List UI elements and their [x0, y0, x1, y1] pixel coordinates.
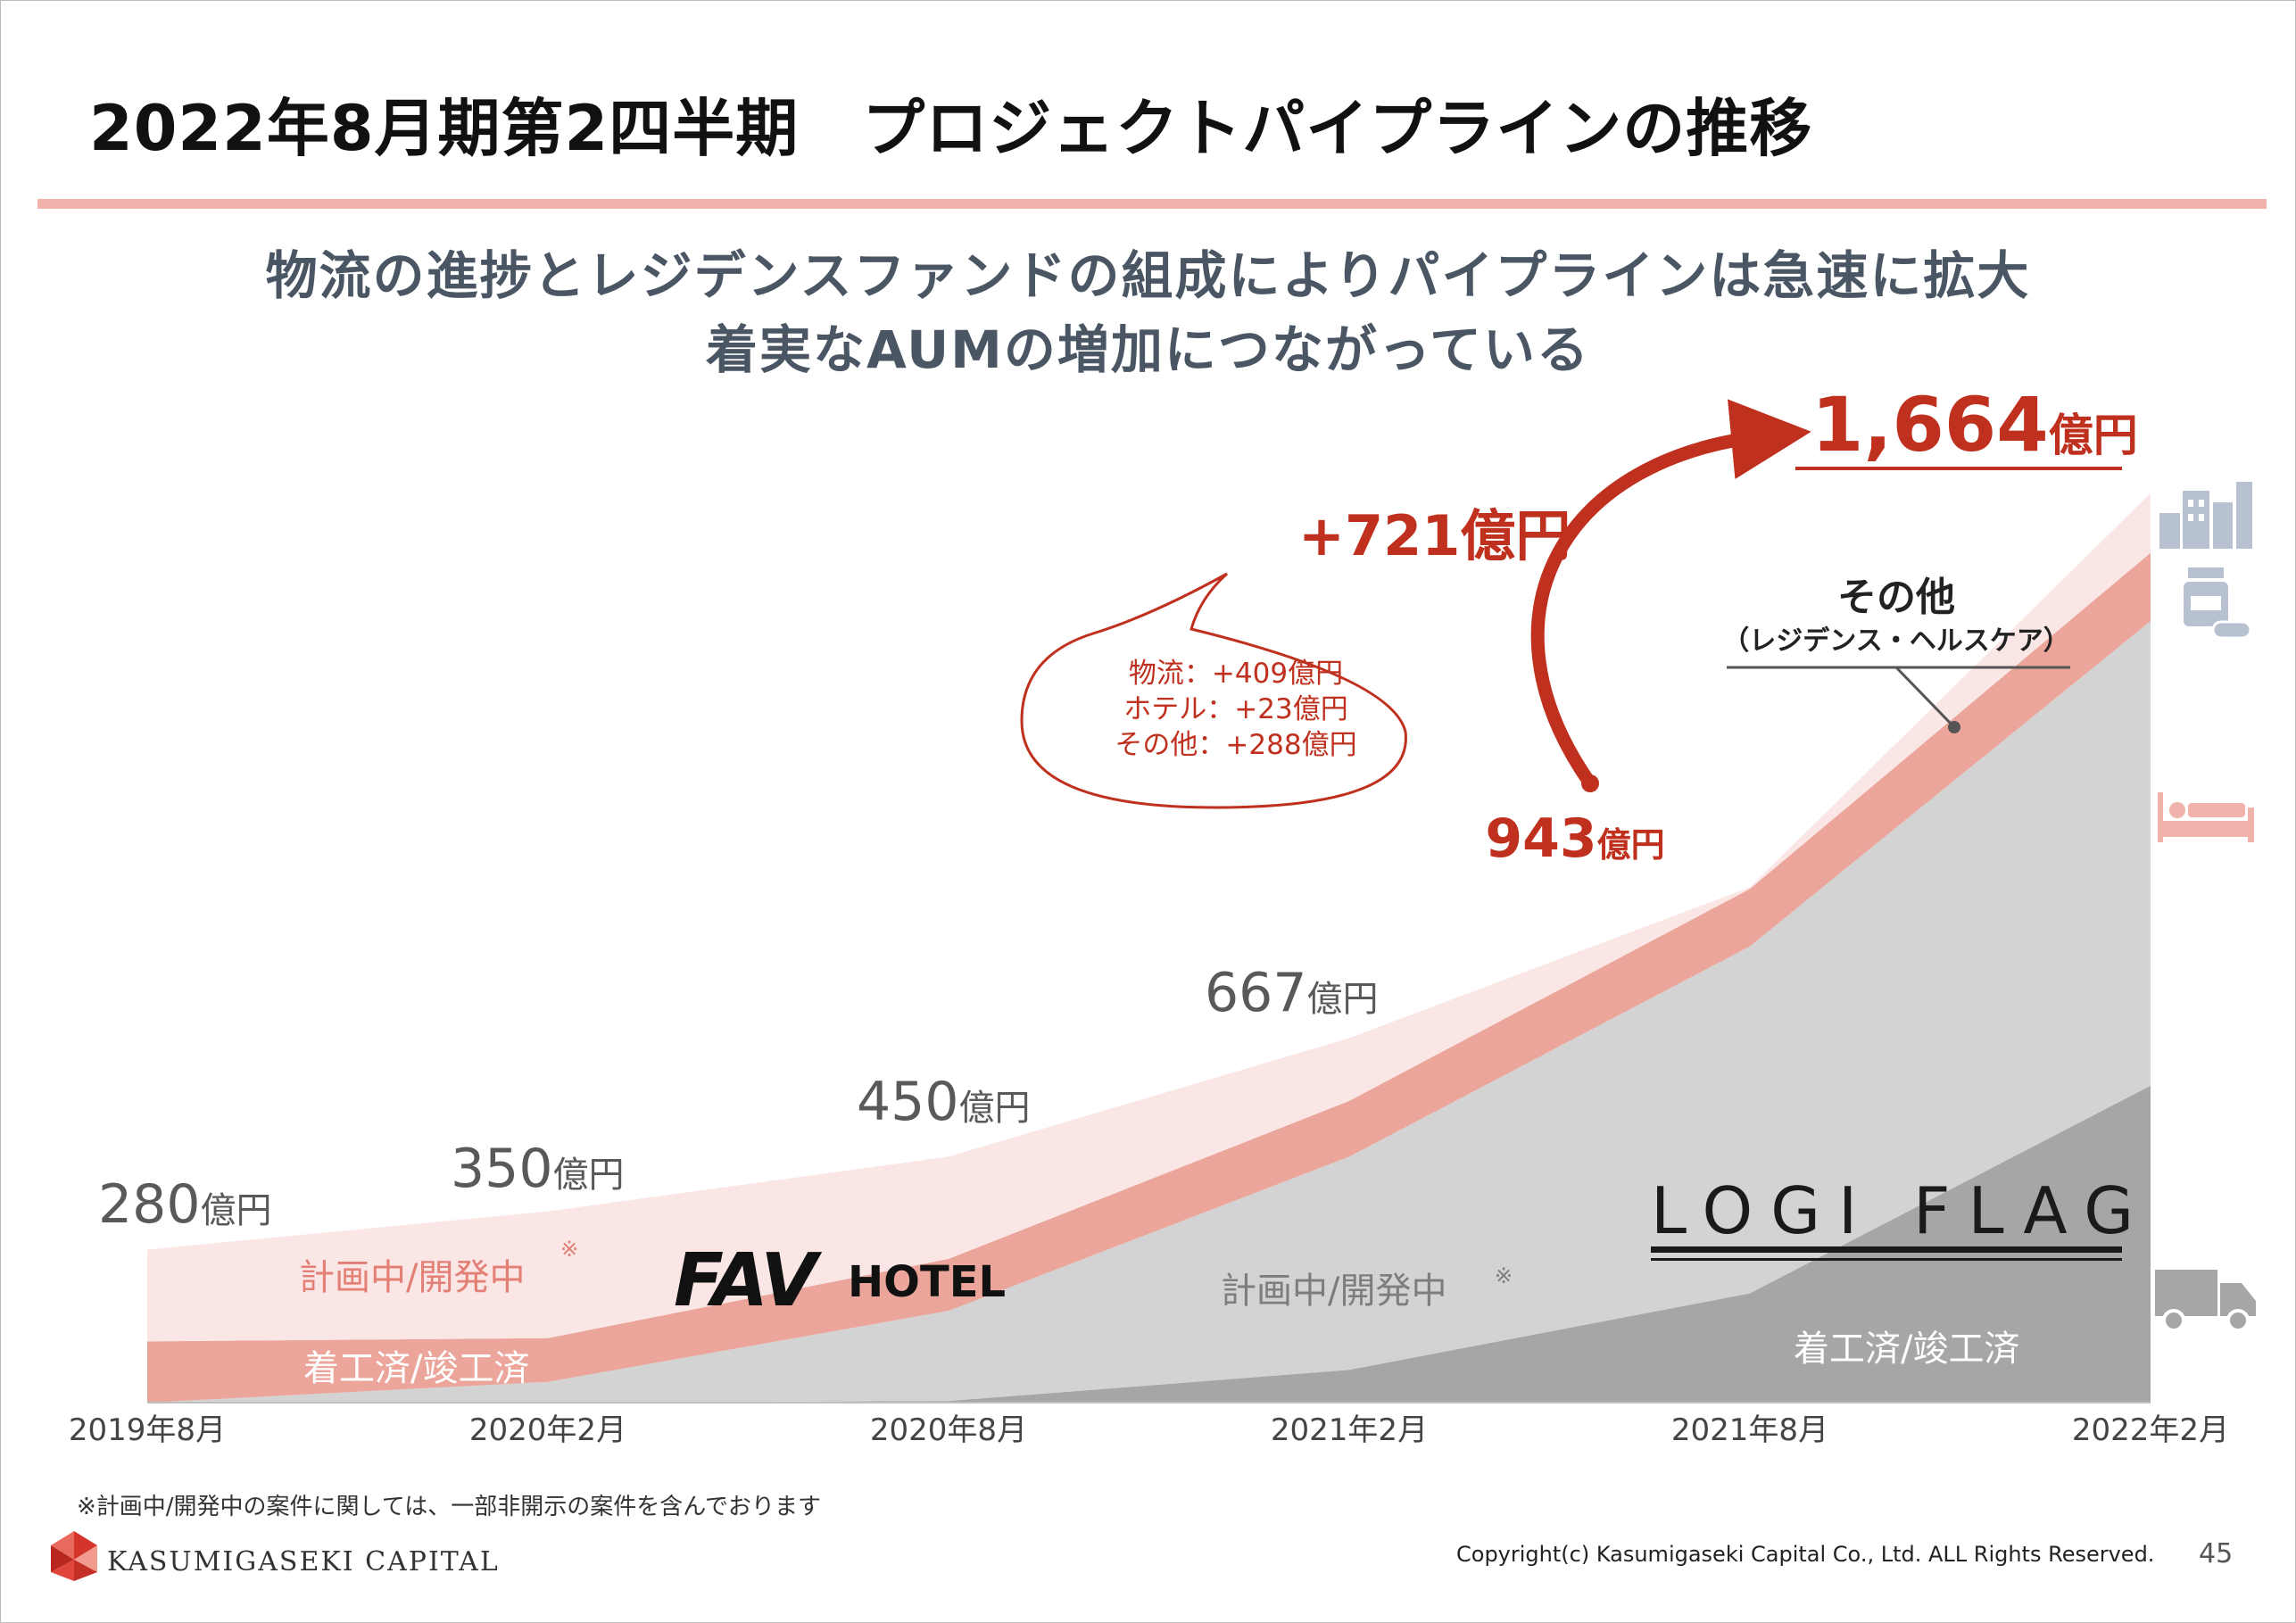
- x-tick-label: 2019年8月: [69, 1412, 226, 1448]
- slide-title: 2022年8月期第2四半期 プロジェクトパイプラインの推移: [89, 92, 1813, 165]
- logi-flag-rule-thin: [1651, 1258, 2122, 1261]
- breakdown-bubble: [1020, 572, 1407, 809]
- fav-hotel-logo: FAV HOTEL: [674, 1238, 1006, 1323]
- title-rule: [37, 199, 2267, 209]
- logistics-planned-note-mark: ※: [1495, 1263, 1513, 1288]
- pill-bottle-icon: [2184, 567, 2252, 640]
- fav-logo-text: FAV: [674, 1238, 822, 1323]
- growth-start-total: 943億円: [1485, 807, 1664, 870]
- x-tick-label: 2021年8月: [1671, 1412, 1828, 1448]
- logistics-completed-label: 着工済/竣工済: [1794, 1329, 2019, 1370]
- growth-arrow: [1530, 399, 1811, 791]
- breakdown-line: ホテル：+23億円: [1123, 693, 1347, 725]
- other-callout-dot: [1948, 721, 1960, 733]
- area-logistics-lower: [147, 1085, 2151, 1403]
- hotel-completed-label: 着工済/竣工済: [303, 1348, 529, 1389]
- x-tick-label: 2021年2月: [1271, 1412, 1428, 1448]
- bed-icon: [2158, 792, 2254, 842]
- buildings-icon: [2159, 482, 2252, 549]
- logi-flag-rule-thick: [1651, 1246, 2122, 1253]
- copyright: Copyright(c) Kasumigaseki Capital Co., L…: [1456, 1542, 2155, 1567]
- breakdown-line: その他：+288億円: [1115, 729, 1356, 761]
- area-hotel-upper: [147, 551, 2151, 1342]
- total-label: 280億円: [98, 1173, 272, 1236]
- growth-arrow-origin: [1581, 774, 1599, 792]
- logistics-planned-label: 計画中/開発中: [1221, 1271, 1446, 1312]
- total-label: 450億円: [857, 1071, 1031, 1133]
- total-labels: 280億円 350億円 450億円 667億円: [98, 962, 1379, 1236]
- truck-icon: [2155, 1270, 2256, 1332]
- x-tick-label: 2020年8月: [870, 1412, 1027, 1448]
- area-series-group: [147, 493, 2151, 1403]
- hotel-planned-label: 計画中/開発中: [299, 1257, 525, 1298]
- breakdown-line: 物流：+409億円: [1129, 658, 1343, 690]
- logi-flag-logo: LOGI FLAG: [1651, 1173, 2151, 1261]
- logi-flag-text: LOGI FLAG: [1651, 1173, 2151, 1248]
- x-tick-labels: 2019年8月 2020年2月 2020年8月 2021年2月 2021年8月 2022年…: [69, 1412, 2229, 1448]
- growth-value: +721億円: [1298, 503, 1571, 568]
- subtitle-line-2: 着実なAUMの増加につながっている: [705, 319, 1591, 380]
- total-label: 350億円: [451, 1138, 625, 1200]
- area-hotel-lower: [147, 552, 2151, 1403]
- other-series-subtitle: （レジデンス・ヘルスケア）: [1722, 625, 2069, 657]
- hotel-planned-note-mark: ※: [560, 1237, 578, 1262]
- page-number: 45: [2199, 1538, 2234, 1569]
- company-name: KASUMIGASEKI CAPITAL: [107, 1546, 500, 1577]
- other-series-title: その他: [1837, 575, 1955, 620]
- x-tick-label: 2020年2月: [469, 1412, 626, 1448]
- growth-end-total: 1,664億円: [1811, 381, 2138, 468]
- subtitle-line-1: 物流の進捗とレジデンスファンドの組成によりパイプラインは急速に拡大: [265, 245, 2031, 306]
- company-logo-icon: [51, 1531, 97, 1581]
- hotel-logo-text: HOTEL: [848, 1257, 1006, 1307]
- total-label: 667億円: [1205, 962, 1379, 1024]
- other-callout-leader: [1894, 666, 1956, 729]
- x-tick-label: 2022年2月: [2072, 1412, 2229, 1448]
- area-logistics-upper: [147, 621, 2151, 1403]
- footnote: ※計画中/開発中の案件に関しては、一部非開示の案件を含んでおります: [77, 1494, 821, 1520]
